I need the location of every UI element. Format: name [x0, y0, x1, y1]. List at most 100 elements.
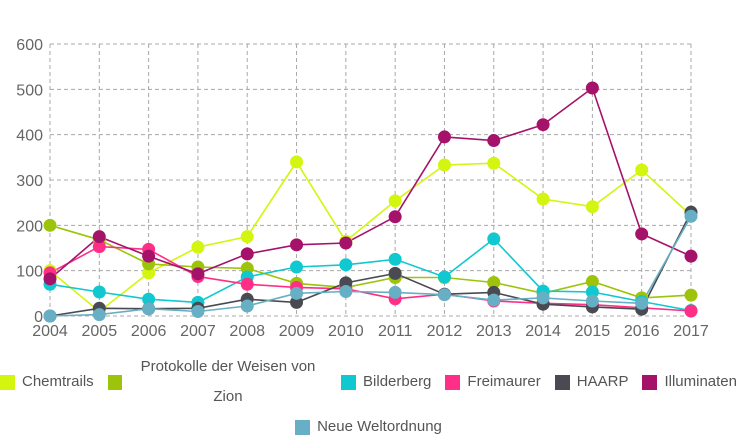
legend-row: Neue Weltordnung: [0, 412, 737, 442]
data-point-neue-weltordnung: [684, 209, 698, 223]
data-point-bilderberg: [142, 292, 156, 306]
data-point-protokolle-der-weisen-von-zion: [684, 288, 698, 302]
data-point-freimaurer: [684, 304, 698, 318]
y-tick-label: 200: [16, 218, 43, 235]
data-point-bilderberg: [437, 270, 451, 284]
data-point-chemtrails: [142, 266, 156, 280]
series-lines: [49, 86, 692, 317]
data-point-neue-weltordnung: [92, 308, 106, 322]
y-tick-label: 300: [16, 173, 43, 190]
legend-item[interactable]: Illuminaten: [642, 367, 737, 397]
data-point-bilderberg: [92, 285, 106, 299]
legend-item[interactable]: Freimaurer: [445, 367, 541, 397]
legend-row: Chemtrails Protokolle der Weisen von Zion…: [0, 352, 737, 412]
data-point-chemtrails: [388, 194, 402, 208]
x-tick-label: 2004: [32, 323, 68, 340]
data-point-illuminaten: [142, 249, 156, 263]
x-tick-label: 2006: [131, 323, 167, 340]
legend-label: Freimaurer: [467, 373, 541, 390]
series-line-illuminaten: [49, 86, 692, 280]
x-tick-label: 2016: [624, 323, 660, 340]
legend-swatch: [341, 374, 357, 390]
data-point-neue-weltordnung: [43, 309, 57, 323]
legend-label: HAARP: [576, 373, 629, 390]
legend: Chemtrails Protokolle der Weisen von Zion…: [0, 352, 737, 442]
data-point-haarp: [388, 266, 402, 280]
data-point-chemtrails: [290, 155, 304, 169]
data-point-illuminaten: [191, 267, 205, 281]
data-point-neue-weltordnung: [536, 291, 550, 305]
x-tick-label: 2015: [575, 323, 611, 340]
legend-swatch: [642, 374, 658, 390]
data-point-protokolle-der-weisen-von-zion: [585, 275, 599, 289]
data-point-illuminaten: [487, 134, 501, 148]
legend-item[interactable]: HAARP: [554, 367, 629, 397]
series-points: [43, 81, 698, 323]
legend-label: Illuminaten: [664, 373, 737, 390]
data-point-bilderberg: [290, 260, 304, 274]
legend-swatch: [295, 419, 311, 435]
series-line-freimaurer: [49, 245, 692, 312]
data-point-bilderberg: [487, 232, 501, 246]
data-point-chemtrails: [585, 200, 599, 214]
data-point-illuminaten: [339, 236, 353, 250]
y-tick-label: 100: [16, 264, 43, 281]
data-point-chemtrails: [487, 156, 501, 170]
data-point-illuminaten: [240, 247, 254, 261]
y-tick-label: 0: [34, 309, 43, 326]
data-point-bilderberg: [585, 285, 599, 299]
data-point-neue-weltordnung: [142, 302, 156, 316]
data-point-illuminaten: [684, 249, 698, 263]
legend-item[interactable]: Neue Weltordnung: [295, 412, 442, 442]
legend-item[interactable]: Bilderberg: [341, 367, 431, 397]
x-axis-ticks: 2004 2005 2006 2007 2008 2009 2010 2011 2012 2013…: [32, 323, 709, 340]
data-point-illuminaten: [437, 130, 451, 144]
series-line-bilderberg: [49, 237, 692, 312]
legend-swatch: [445, 374, 461, 390]
x-tick-label: 2005: [82, 323, 118, 340]
x-tick-label: 2008: [229, 323, 265, 340]
x-tick-label: 2012: [427, 323, 463, 340]
y-tick-label: 600: [16, 37, 43, 54]
data-point-haarp: [290, 295, 304, 309]
data-point-neue-weltordnung: [388, 285, 402, 299]
legend-item[interactable]: Protokolle der Weisen von Zion: [107, 352, 327, 412]
legend-label: Bilderberg: [363, 373, 432, 390]
data-point-chemtrails: [635, 163, 649, 177]
data-point-chemtrails: [536, 192, 550, 206]
data-point-illuminaten: [43, 272, 57, 286]
x-tick-label: 2009: [279, 323, 315, 340]
y-tick-label: 500: [16, 82, 43, 99]
legend-label: Neue Weltordnung: [317, 418, 442, 435]
data-point-neue-weltordnung: [191, 304, 205, 318]
data-point-illuminaten: [536, 118, 550, 132]
data-point-illuminaten: [388, 210, 402, 224]
data-point-neue-weltordnung: [487, 293, 501, 307]
series-line-chemtrails: [49, 160, 692, 313]
x-tick-label: 2010: [328, 323, 364, 340]
data-point-neue-weltordnung: [240, 299, 254, 313]
series-line-protokolle-der-weisen-von-zion: [49, 224, 692, 299]
data-point-freimaurer: [240, 277, 254, 291]
legend-swatch: [107, 374, 122, 390]
legend-label: Protokolle der Weisen von Zion: [140, 358, 316, 405]
data-point-illuminaten: [635, 227, 649, 241]
data-point-chemtrails: [191, 240, 205, 254]
x-tick-label: 2017: [673, 323, 709, 340]
data-point-illuminaten: [585, 81, 599, 95]
data-point-chemtrails: [437, 158, 451, 172]
legend-item[interactable]: Chemtrails: [0, 367, 94, 397]
line-chart: 0 100 200 300 400 500 600 2004 2005 2006 2007 2008…: [16, 37, 709, 340]
x-tick-label: 2013: [476, 323, 512, 340]
data-point-protokolle-der-weisen-von-zion: [43, 218, 57, 232]
series-line-neue-weltordnung: [49, 215, 692, 317]
x-tick-label: 2014: [525, 323, 561, 340]
data-point-bilderberg: [388, 252, 402, 266]
data-point-bilderberg: [339, 258, 353, 272]
data-point-illuminaten: [290, 238, 304, 252]
data-point-illuminaten: [92, 230, 106, 244]
legend-label: Chemtrails: [22, 373, 94, 390]
x-tick-label: 2011: [378, 323, 413, 340]
legend-swatch: [0, 374, 15, 390]
legend-swatch: [554, 374, 570, 390]
